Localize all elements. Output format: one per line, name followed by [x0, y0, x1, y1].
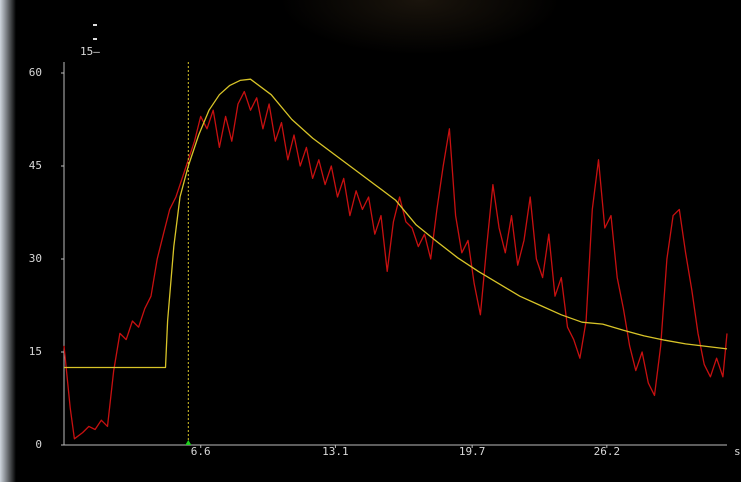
series-line: [64, 78, 728, 369]
series-line: [63, 90, 728, 440]
y-tick-label: 15: [29, 345, 42, 358]
x-tick-label: 26.2: [594, 445, 621, 458]
glow: [280, 0, 560, 55]
y-tick-label: 45: [29, 159, 42, 172]
window-edge: [0, 0, 16, 482]
marker-triangle: [185, 440, 192, 445]
x-tick-label: 19.7: [459, 445, 486, 458]
x-tick-label: 13.1: [322, 445, 349, 458]
dash-mark: [93, 24, 97, 26]
x-tick-label: 6.6: [191, 445, 211, 458]
header-label: 15—: [80, 45, 100, 58]
y-tick-label: 0: [35, 438, 42, 451]
x-axis-label: s: [734, 445, 741, 458]
y-tick-label: 30: [29, 252, 42, 265]
dash-mark: [93, 38, 97, 40]
y-tick-label: 60: [29, 66, 42, 79]
